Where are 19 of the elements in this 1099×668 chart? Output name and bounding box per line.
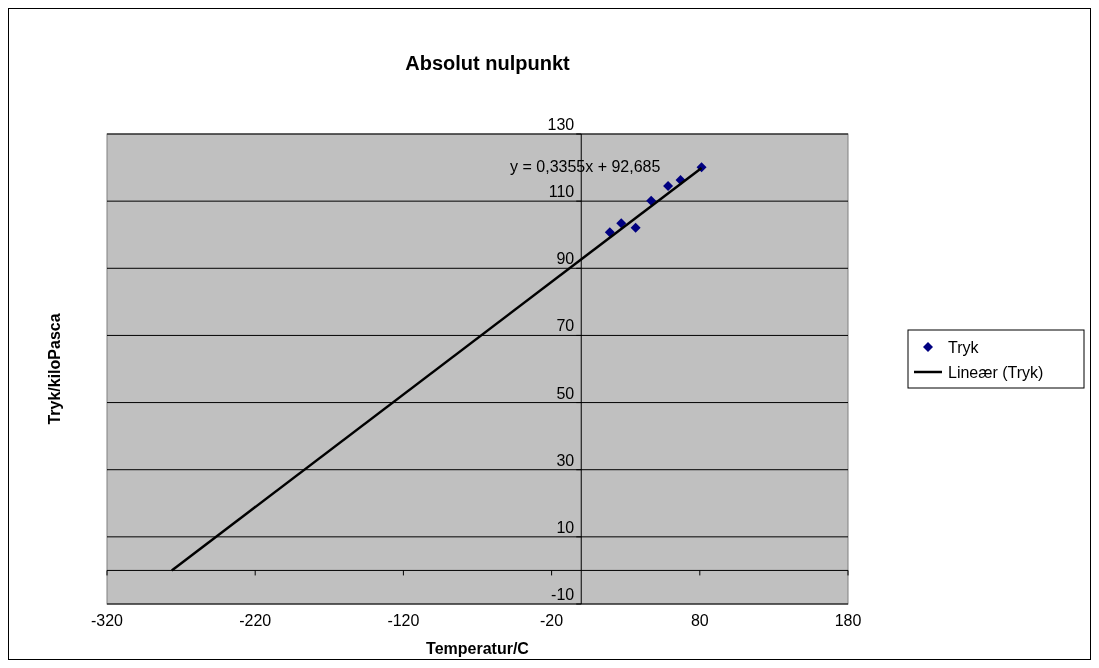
- x-tick-label: -220: [239, 612, 272, 629]
- chart-title: Absolut nulpunkt: [405, 52, 571, 74]
- y-tick-label: 30: [556, 451, 575, 469]
- y-tick-label: 110: [548, 183, 575, 201]
- y-tick-label: -10: [551, 586, 575, 603]
- y-tick-label: 10: [556, 518, 575, 536]
- x-tick-label: 180: [834, 612, 862, 629]
- x-axis-title: Temperatur/C: [426, 640, 530, 657]
- y-tick-label: 130: [547, 116, 575, 133]
- x-tick-label: -20: [540, 612, 564, 629]
- x-tick-label: -320: [90, 612, 124, 629]
- y-tick-label: 70: [556, 317, 575, 335]
- legend-label: Tryk: [948, 339, 980, 356]
- x-tick-label: -120: [387, 612, 420, 629]
- y-tick-label: 50: [556, 384, 575, 402]
- y-tick-label: 90: [556, 250, 575, 268]
- x-tick-label: 80: [690, 612, 709, 629]
- y-axis-title: Tryk/kiloPasca: [46, 313, 63, 425]
- legend-label: Lineær (Tryk): [948, 364, 1044, 381]
